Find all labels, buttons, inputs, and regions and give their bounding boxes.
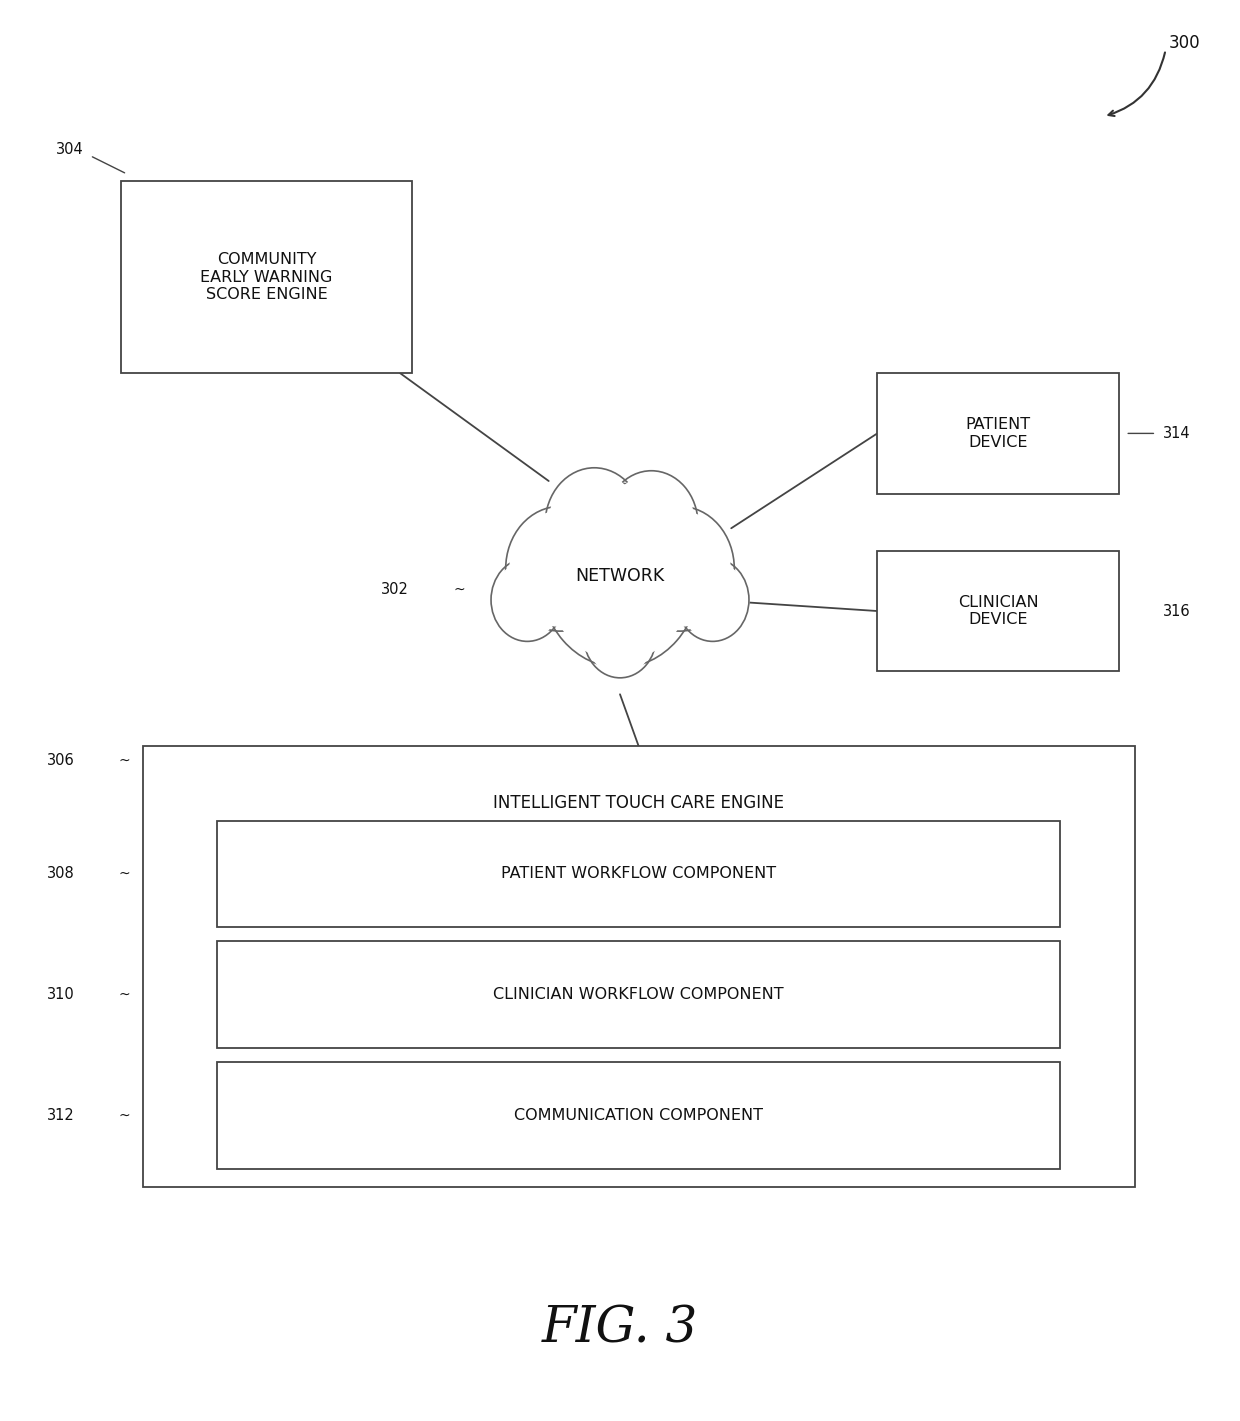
FancyBboxPatch shape [878,374,1120,495]
Text: ~: ~ [119,988,130,1002]
Circle shape [546,468,644,581]
FancyBboxPatch shape [217,1063,1060,1168]
Text: 316: 316 [1163,604,1190,618]
Text: PATIENT WORKFLOW COMPONENT: PATIENT WORKFLOW COMPONENT [501,867,776,881]
Circle shape [539,483,701,668]
Circle shape [510,512,610,627]
Circle shape [549,472,640,576]
Text: 304: 304 [56,142,84,158]
Circle shape [680,561,746,638]
Circle shape [587,598,653,675]
Text: PATIENT
DEVICE: PATIENT DEVICE [966,418,1030,449]
Text: ~: ~ [119,1108,130,1123]
Circle shape [546,490,694,661]
Text: CLINICIAN WORKFLOW COMPONENT: CLINICIAN WORKFLOW COMPONENT [494,988,784,1002]
FancyBboxPatch shape [122,182,412,374]
Circle shape [609,475,694,574]
FancyBboxPatch shape [878,551,1120,672]
Circle shape [494,561,560,638]
Text: ~: ~ [119,753,130,767]
Text: COMMUNITY
EARLY WARNING
SCORE ENGINE: COMMUNITY EARLY WARNING SCORE ENGINE [201,252,332,303]
Circle shape [605,470,698,578]
Text: FIG. 3: FIG. 3 [542,1304,698,1353]
Text: 300: 300 [1168,34,1200,51]
Circle shape [491,558,564,641]
Ellipse shape [506,502,734,649]
Text: 306: 306 [47,753,74,767]
Circle shape [625,506,734,631]
Circle shape [584,594,656,678]
FancyBboxPatch shape [217,820,1060,926]
FancyBboxPatch shape [217,941,1060,1049]
Text: 310: 310 [47,988,74,1002]
Text: CLINICIAN
DEVICE: CLINICIAN DEVICE [957,595,1039,627]
Circle shape [506,506,615,631]
Text: COMMUNICATION COMPONENT: COMMUNICATION COMPONENT [515,1108,763,1123]
Text: ~: ~ [454,583,465,597]
Circle shape [676,558,749,641]
Text: 308: 308 [47,867,74,881]
Text: 312: 312 [47,1108,74,1123]
Text: 314: 314 [1163,426,1190,441]
Text: ~: ~ [119,867,130,881]
Text: NETWORK: NETWORK [575,567,665,584]
Text: 302: 302 [382,583,409,597]
Circle shape [630,512,730,627]
Text: INTELLIGENT TOUCH CARE ENGINE: INTELLIGENT TOUCH CARE ENGINE [494,794,784,811]
FancyBboxPatch shape [143,746,1135,1187]
